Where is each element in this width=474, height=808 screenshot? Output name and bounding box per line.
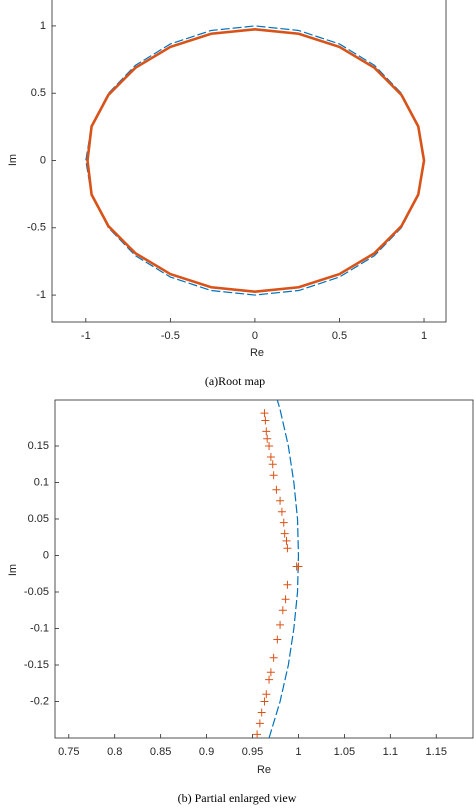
- y-tick-label: 0: [43, 549, 49, 561]
- x-axis-label: Re: [257, 764, 271, 776]
- y-tick-label: -0.1: [30, 622, 49, 634]
- y-axis-label: Im: [7, 154, 19, 166]
- y-tick-label: -1: [36, 289, 46, 301]
- plus-marker: [283, 544, 292, 553]
- plus-marker: [262, 690, 271, 699]
- plus-marker: [276, 496, 285, 505]
- plus-marker: [269, 653, 278, 662]
- x-tick-label: 0.8: [107, 746, 122, 758]
- plus-marker: [282, 536, 291, 545]
- x-axis-label: Re: [250, 347, 264, 359]
- plus-marker: [280, 529, 289, 538]
- plus-marker: [265, 441, 274, 450]
- plus-marker: [266, 452, 275, 461]
- x-tick-label: 0.95: [242, 746, 263, 758]
- plus-marker: [272, 485, 281, 494]
- plus-marker: [260, 409, 269, 418]
- series-line: [268, 400, 300, 738]
- plot-content: [253, 400, 303, 738]
- x-tick-label: 1.1: [383, 746, 398, 758]
- x-tick-label: -0.5: [161, 330, 180, 342]
- series-line: [85, 25, 425, 296]
- plus-marker: [255, 719, 264, 728]
- y-tick-label: -0.15: [24, 659, 49, 671]
- y-tick-label: 0.05: [28, 513, 49, 525]
- plus-marker: [279, 518, 288, 527]
- x-tick-label: 1.15: [426, 746, 447, 758]
- x-tick-label: 1.05: [334, 746, 355, 758]
- plot-area: [51, 0, 447, 323]
- x-tick-label: 0: [252, 330, 258, 342]
- caption: (b) Partial enlarged view: [178, 791, 297, 805]
- y-axis-label: Im: [7, 564, 19, 576]
- plus-marker: [269, 471, 278, 480]
- plus-marker: [260, 697, 269, 706]
- plus-marker: [273, 635, 282, 644]
- plus-marker: [253, 730, 262, 738]
- x-tick-label: 0.9: [199, 746, 214, 758]
- plus-marker: [278, 606, 287, 615]
- plus-marker: [268, 460, 277, 469]
- y-tick-label: -0.05: [24, 586, 49, 598]
- plus-marker: [257, 708, 266, 717]
- plus-marker: [277, 507, 286, 516]
- plus-marker: [276, 620, 285, 629]
- x-tick-label: 0.75: [58, 746, 79, 758]
- plus-marker: [294, 562, 303, 571]
- series-line: [86, 27, 426, 294]
- plot-content: [85, 25, 426, 296]
- x-tick-label: 0.85: [150, 746, 171, 758]
- plus-marker: [262, 427, 271, 436]
- caption: (a)Root map: [205, 374, 265, 388]
- plus-marker: [263, 434, 272, 443]
- y-tick-label: 0.5: [31, 87, 46, 99]
- plot-area: [54, 399, 474, 739]
- x-tick-label: 1: [421, 330, 427, 342]
- y-tick-label: -0.2: [30, 695, 49, 707]
- y-tick-label: 0.1: [34, 476, 49, 488]
- plus-marker: [265, 675, 274, 684]
- plus-marker: [261, 416, 270, 425]
- plus-marker: [281, 595, 290, 604]
- x-tick-label: -1: [81, 330, 91, 342]
- plus-marker: [266, 668, 275, 677]
- y-tick-label: -0.5: [27, 222, 46, 234]
- y-tick-label: 1: [40, 20, 46, 32]
- y-tick-label: 0: [40, 154, 46, 166]
- x-tick-label: 1: [295, 746, 301, 758]
- x-tick-label: 0.5: [332, 330, 347, 342]
- plus-marker: [283, 580, 292, 589]
- y-tick-label: 0.15: [28, 440, 49, 452]
